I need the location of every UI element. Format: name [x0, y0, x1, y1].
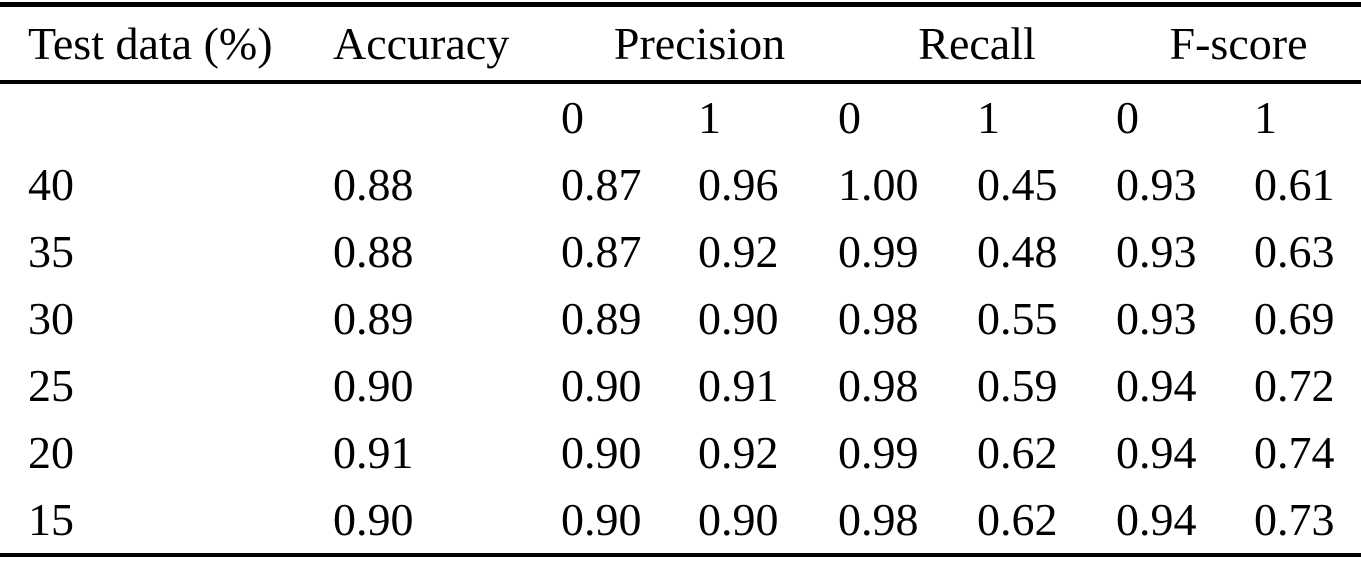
cell-accuracy: 0.88 [333, 225, 414, 277]
metrics-table: Test data (%) Accuracy Precision Recall … [0, 2, 1361, 557]
table-row: 15 0.90 0.90 0.90 0.98 0.62 0.94 0.73 [0, 486, 1361, 555]
cell-precision-0: 0.90 [561, 493, 642, 545]
table-row: 30 0.89 0.89 0.90 0.98 0.55 0.93 0.69 [0, 285, 1361, 352]
subheader-empty [333, 82, 561, 151]
table-row: 25 0.90 0.90 0.91 0.98 0.59 0.94 0.72 [0, 352, 1361, 419]
cell-recall-1: 0.48 [977, 225, 1058, 277]
col-header-precision: Precision [561, 4, 839, 84]
cell-test-data: 30 [28, 292, 74, 344]
cell-accuracy: 0.90 [333, 359, 414, 411]
cell-fscore-1: 0.61 [1254, 158, 1335, 210]
col-header-accuracy: Accuracy [333, 4, 561, 84]
cell-fscore-0: 0.94 [1116, 493, 1197, 545]
cell-precision-1: 0.90 [698, 292, 779, 344]
cell-recall-0: 0.98 [838, 359, 919, 411]
subheader-recall-0: 0 [838, 91, 862, 143]
cell-recall-1: 0.45 [977, 158, 1058, 210]
header-row: Test data (%) Accuracy Precision Recall … [0, 4, 1361, 84]
col-header-test-data: Test data (%) [0, 4, 333, 84]
cell-precision-1: 0.91 [698, 359, 779, 411]
cell-recall-1: 0.62 [977, 493, 1058, 545]
cell-fscore-1: 0.72 [1254, 359, 1335, 411]
cell-fscore-0: 0.94 [1116, 426, 1197, 478]
cell-accuracy: 0.88 [333, 158, 414, 210]
col-header-recall: Recall [838, 4, 1117, 84]
cell-fscore-0: 0.93 [1116, 158, 1197, 210]
cell-recall-1: 0.59 [977, 359, 1058, 411]
cell-precision-0: 0.87 [561, 225, 642, 277]
subheader-empty [0, 82, 333, 151]
cell-fscore-1: 0.69 [1254, 292, 1335, 344]
cell-fscore-1: 0.74 [1254, 426, 1335, 478]
cell-precision-0: 0.87 [561, 158, 642, 210]
cell-accuracy: 0.91 [333, 426, 414, 478]
cell-precision-0: 0.90 [561, 426, 642, 478]
cell-precision-1: 0.90 [698, 493, 779, 545]
cell-fscore-1: 0.63 [1254, 225, 1335, 277]
cell-precision-0: 0.90 [561, 359, 642, 411]
subheader-fscore-0: 0 [1116, 91, 1140, 143]
subheader-recall-1: 1 [977, 91, 1001, 143]
cell-test-data: 35 [28, 225, 74, 277]
cell-recall-0: 0.99 [838, 426, 919, 478]
table-row: 20 0.91 0.90 0.92 0.99 0.62 0.94 0.74 [0, 419, 1361, 486]
cell-recall-1: 0.55 [977, 292, 1058, 344]
cell-recall-0: 0.98 [838, 493, 919, 545]
subheader-row: 0 1 0 1 0 1 [0, 82, 1361, 151]
table-row: 40 0.88 0.87 0.96 1.00 0.45 0.93 0.61 [0, 151, 1361, 218]
cell-recall-0: 0.98 [838, 292, 919, 344]
subheader-precision-0: 0 [561, 91, 584, 143]
cell-precision-1: 0.96 [698, 158, 779, 210]
subheader-precision-1: 1 [698, 91, 721, 143]
cell-precision-0: 0.89 [561, 292, 642, 344]
cell-recall-0: 0.99 [838, 225, 919, 277]
subheader-fscore-1: 1 [1254, 91, 1278, 143]
cell-test-data: 40 [28, 158, 74, 210]
cell-precision-1: 0.92 [698, 426, 779, 478]
cell-fscore-0: 0.93 [1116, 225, 1197, 277]
cell-precision-1: 0.92 [698, 225, 779, 277]
cell-recall-0: 1.00 [838, 158, 919, 210]
cell-test-data: 25 [28, 359, 74, 411]
cell-test-data: 20 [28, 426, 74, 478]
cell-accuracy: 0.90 [333, 493, 414, 545]
cell-recall-1: 0.62 [977, 426, 1058, 478]
col-header-fscore: F-score [1116, 4, 1361, 84]
cell-fscore-0: 0.93 [1116, 292, 1197, 344]
cell-accuracy: 0.89 [333, 292, 414, 344]
table-row: 35 0.88 0.87 0.92 0.99 0.48 0.93 0.63 [0, 218, 1361, 285]
cell-test-data: 15 [28, 493, 74, 545]
cell-fscore-1: 0.73 [1254, 493, 1335, 545]
cell-fscore-0: 0.94 [1116, 359, 1197, 411]
